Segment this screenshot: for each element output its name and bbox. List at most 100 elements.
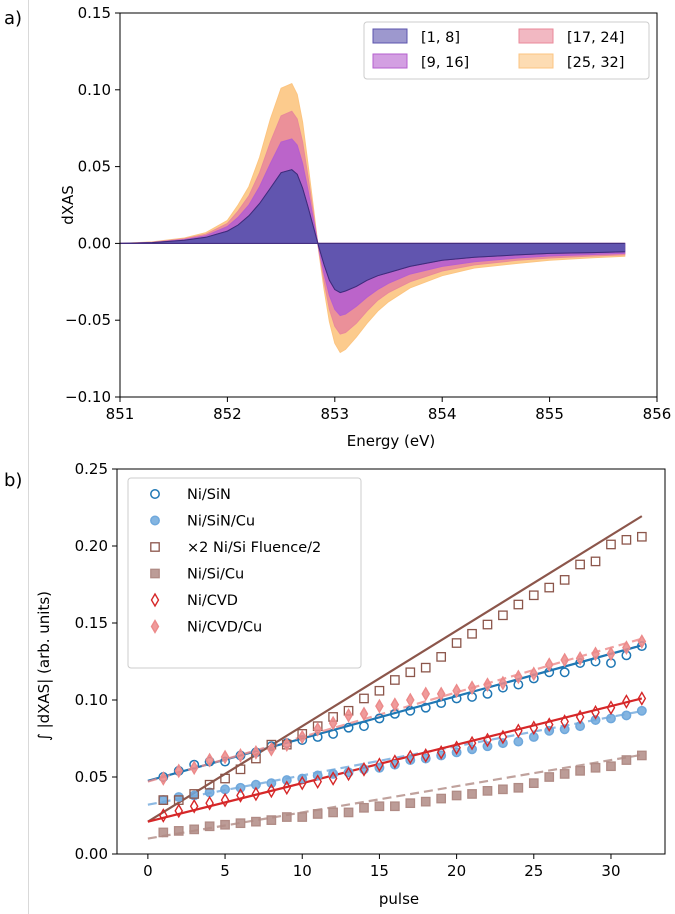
data-point <box>374 801 385 812</box>
data-point <box>189 824 200 835</box>
data-point <box>528 590 539 601</box>
data-point <box>173 826 184 836</box>
data-point <box>498 729 508 745</box>
data-point <box>421 748 431 763</box>
data-point <box>467 789 477 799</box>
data-point <box>374 685 385 696</box>
data-point <box>498 610 508 621</box>
data-point <box>158 827 169 838</box>
data-point <box>544 772 555 782</box>
panel-a-xtick-label: 854 <box>428 405 457 423</box>
data-point <box>498 675 508 691</box>
panel-a-xtick-label: 852 <box>213 405 242 423</box>
data-point <box>281 812 292 822</box>
data-point <box>236 748 245 763</box>
data-point <box>514 723 523 739</box>
data-point <box>390 801 400 812</box>
panel-a-ytick-label: −0.05 <box>65 311 111 329</box>
data-point <box>420 796 431 807</box>
panel-b-legend-marker <box>150 542 160 552</box>
data-point <box>621 755 632 765</box>
data-point <box>282 737 292 753</box>
data-point <box>513 782 524 793</box>
data-point <box>266 815 277 825</box>
panel-a-ytick-label: −0.10 <box>65 388 111 406</box>
data-point <box>420 662 431 673</box>
data-point <box>328 715 338 731</box>
data-point <box>390 697 400 713</box>
data-point <box>560 714 569 729</box>
data-point <box>544 657 554 672</box>
data-point <box>266 778 277 789</box>
data-point <box>636 750 647 761</box>
panel-b-legend-marker <box>150 592 160 608</box>
data-point <box>590 762 601 773</box>
data-point <box>590 715 601 725</box>
data-point <box>637 691 647 706</box>
panel-a-legend-swatch <box>518 28 554 44</box>
panel-a-xtick-label: 851 <box>106 405 135 423</box>
panel-a-legend-swatch <box>518 53 554 69</box>
data-point <box>559 667 570 678</box>
data-point <box>544 717 554 733</box>
scatter-series-5 <box>158 691 647 823</box>
panel-b-legend-box <box>127 477 362 669</box>
panel-a-legend-label: [1, 8] <box>421 30 460 46</box>
data-point <box>606 539 616 550</box>
data-point <box>328 807 338 818</box>
data-point <box>575 709 585 725</box>
panel-a-ylabel: dXAS <box>59 185 77 225</box>
panel-a-ytick-label: 0.10 <box>78 81 111 99</box>
data-point <box>359 721 369 732</box>
data-point <box>251 744 261 760</box>
data-point <box>359 802 369 813</box>
data-point <box>220 792 230 808</box>
data-point <box>251 816 261 827</box>
panel-b-legend-marker <box>150 515 160 526</box>
scatter-series-6 <box>158 634 647 786</box>
panel-b-legend-label: ×2 Ni/Si Fluence/2 <box>187 540 321 556</box>
panel-b-ytick-label: 0.15 <box>75 614 108 632</box>
data-point <box>343 722 354 733</box>
data-point <box>374 713 385 724</box>
data-point <box>390 754 400 769</box>
data-point <box>158 795 169 806</box>
panel-b-legend-label: Ni/Si/Cu <box>187 567 244 583</box>
data-point <box>236 788 245 803</box>
data-point <box>359 761 369 777</box>
data-point <box>174 763 184 779</box>
data-point <box>591 646 600 662</box>
data-point <box>220 749 230 765</box>
data-point <box>622 694 631 709</box>
data-point <box>235 782 246 793</box>
panel-a-legend-label: [9, 16] <box>421 55 469 71</box>
data-point <box>436 793 447 804</box>
panel-a-xlabel: Energy (eV) <box>347 432 435 450</box>
panel-a-legend-label: [17, 24] <box>567 30 624 46</box>
panel-a-ytick-label: 0.00 <box>78 234 111 252</box>
data-point <box>559 724 570 735</box>
data-point <box>606 713 616 724</box>
data-point <box>359 706 369 722</box>
data-point <box>204 821 215 832</box>
data-point <box>513 736 524 747</box>
data-point <box>514 669 523 685</box>
panel-b-xtick-label: 10 <box>293 862 312 880</box>
page-divider <box>28 0 29 914</box>
data-point <box>189 789 200 799</box>
data-point <box>405 692 415 708</box>
panel-b-xtick-label: 25 <box>524 862 543 880</box>
panel-b-xtick-label: 15 <box>370 862 389 880</box>
panel-b-xlabel: pulse <box>379 890 419 908</box>
panel-b-legend-label: Ni/CVD/Cu <box>187 620 262 636</box>
data-point <box>158 771 168 786</box>
panel-a-ytick-label: 0.15 <box>78 4 111 22</box>
data-point <box>344 708 353 723</box>
panel-b-label: b) <box>4 470 22 491</box>
data-point <box>251 786 261 802</box>
data-point <box>559 575 570 585</box>
data-point <box>467 735 477 751</box>
data-point <box>235 764 246 775</box>
data-point <box>205 752 214 768</box>
data-point <box>405 667 416 678</box>
